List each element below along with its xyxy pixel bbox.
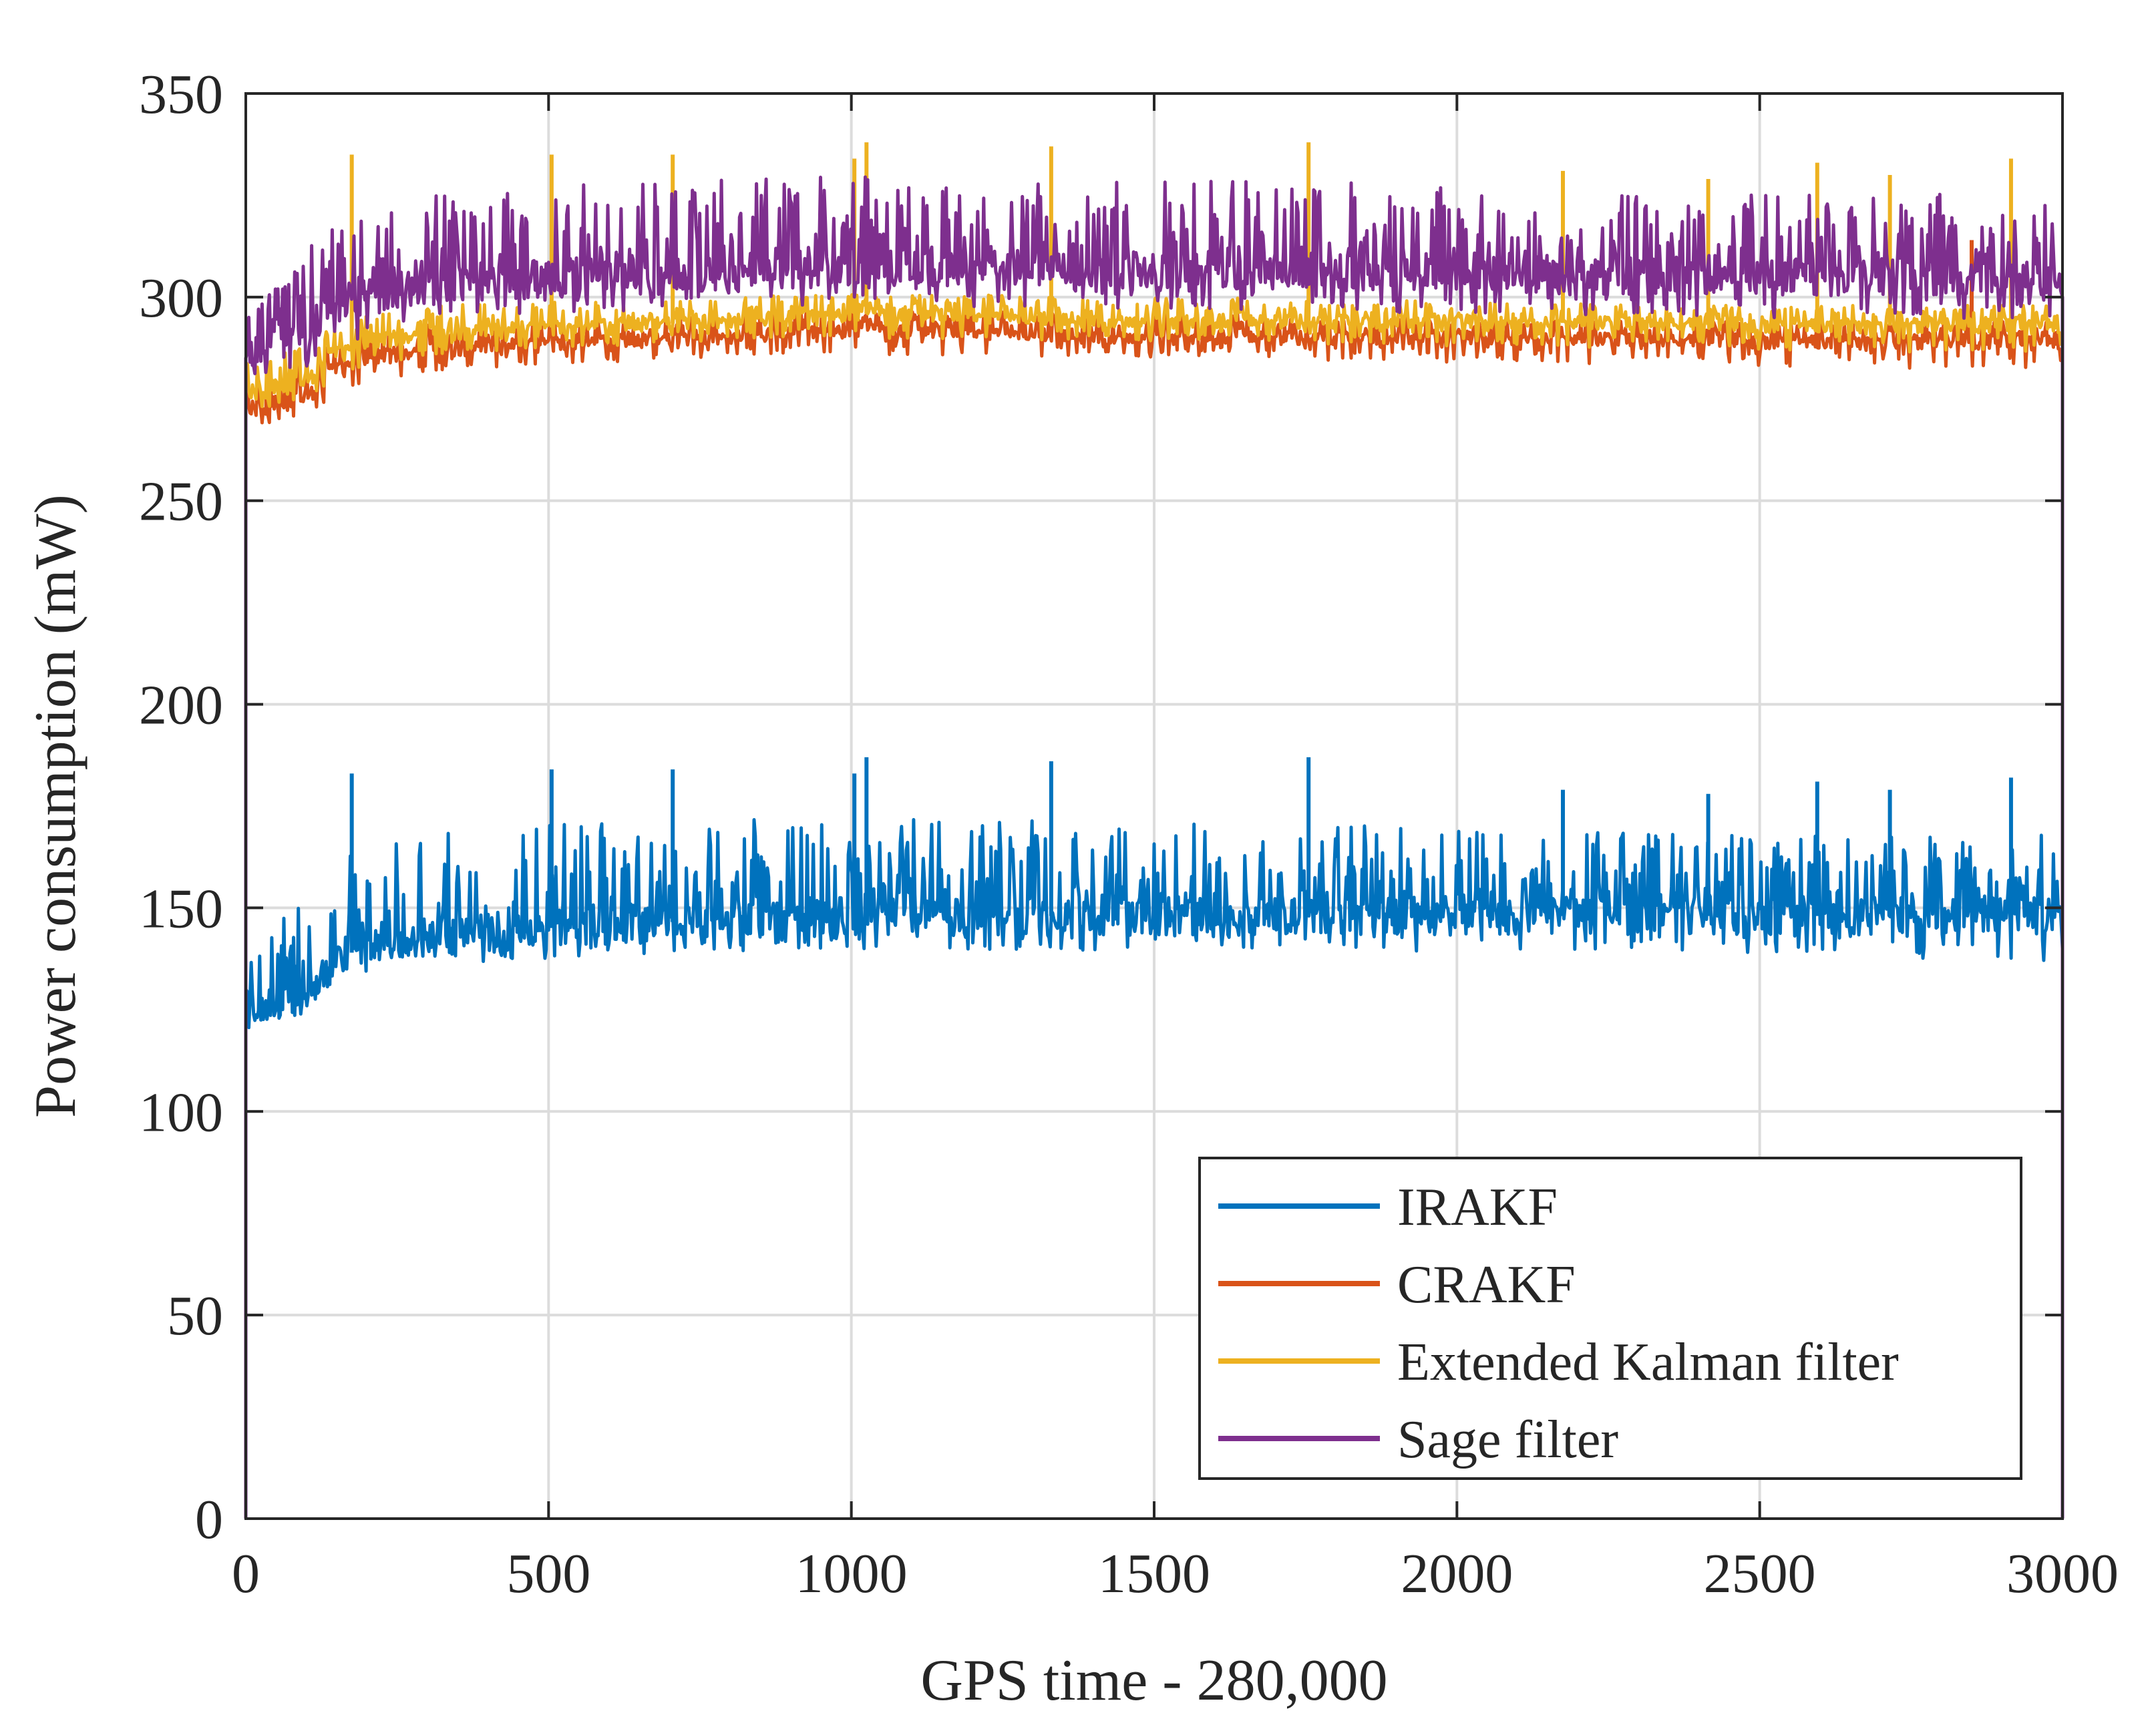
y-tick-label: 300 [139, 267, 223, 329]
x-tick-label: 1500 [1098, 1543, 1210, 1605]
x-tick-label: 0 [232, 1543, 260, 1605]
series-line-sage-filter [244, 175, 2064, 1519]
tick-label-layer: 0 500 1000 1500 2000 2500 3000 0 50 100 150 200 250 3… [139, 63, 2119, 1605]
y-tick-label: 200 [139, 675, 223, 737]
x-tick-label: 2500 [1704, 1543, 1816, 1605]
legend-label: IRAKF [1397, 1178, 1558, 1237]
tick-layer [244, 92, 2064, 1520]
legend-label: Sage filter [1397, 1410, 1618, 1469]
x-tick-label: 3000 [2006, 1543, 2119, 1605]
x-tick-label: 500 [506, 1543, 590, 1605]
y-tick-label: 350 [139, 63, 223, 126]
y-tick-label: 100 [139, 1081, 223, 1143]
legend-items: IRAKF CRAKF Extended Kalman filter Sage fil… [1218, 1178, 1899, 1469]
series-layer [244, 142, 2064, 1519]
x-tick-label: 1000 [795, 1543, 908, 1605]
x-tick-label: 2000 [1401, 1543, 1513, 1605]
x-axis-title: GPS time - 280,000 [920, 1648, 1387, 1713]
y-tick-label: 50 [167, 1285, 223, 1347]
y-tick-label: 250 [139, 471, 223, 533]
series-line-extended-kalman-filter [244, 293, 2064, 1519]
series-line-crakf [244, 309, 2064, 1519]
y-axis-title: Power consumption (mW) [23, 494, 88, 1118]
legend-label: Extended Kalman filter [1397, 1333, 1899, 1392]
legend-box [1198, 1157, 2022, 1480]
series-line-irakf [244, 817, 2064, 1519]
legend-label: CRAKF [1397, 1256, 1576, 1314]
y-tick-label: 0 [195, 1489, 223, 1551]
y-tick-label: 150 [139, 878, 223, 940]
legend: IRAKF CRAKF Extended Kalman filter Sage fil… [1198, 1157, 2022, 1480]
